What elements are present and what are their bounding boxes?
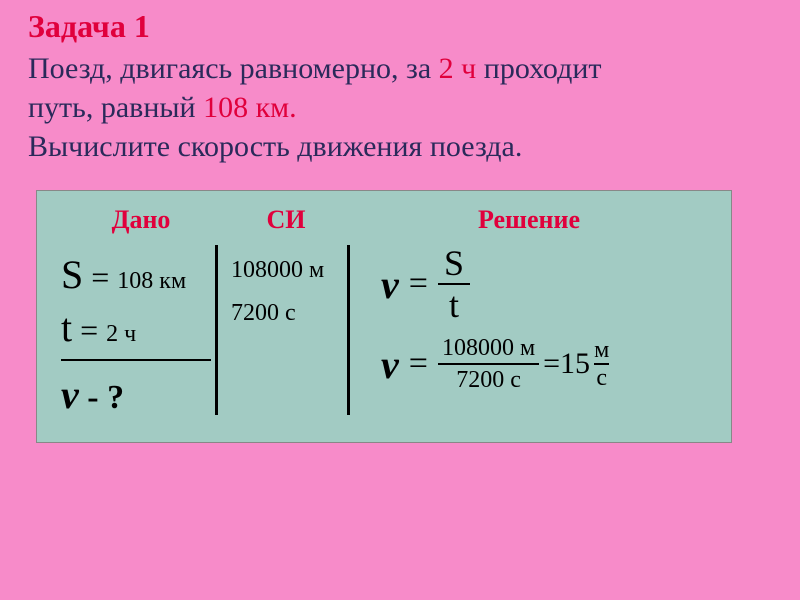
s-equals: = [83,259,117,295]
time-value: 2 ч [439,52,477,85]
unit-fraction: м с [594,338,609,390]
given-column: S = 108 км t = 2 ч v - ? [61,245,221,418]
si-s-value: 108000 м [231,257,351,284]
horizontal-rule [61,359,211,361]
frac-bot-t: t [443,285,465,323]
header-row: Дано СИ Решение [61,205,707,235]
given-question-line: v - ? [61,371,221,418]
given-header: Дано [61,205,221,235]
slide-container: Задача 1 Поезд, двигаясь равномерно, за … [0,0,800,463]
problem-line2-pre: путь, равный [28,91,203,124]
result-value: =15 [543,347,590,381]
question-mark: - ? [79,379,124,416]
v-variable: v [61,372,79,417]
t-equals: = [72,312,106,348]
problem-line3: Вычислите скорость движения поезда. [28,130,522,163]
v-formula-var: v [381,261,399,308]
s-variable: S [61,252,83,297]
content-row: S = 108 км t = 2 ч v - ? 108000 м 7200 с… [61,245,707,418]
formula-row-2: v = 108000 м 7200 с =15 м с [381,335,707,394]
given-s-line: S = 108 км [61,251,221,298]
fraction-formula: S t [438,245,470,323]
s-value: 108 км [117,268,186,294]
si-header: СИ [221,205,351,235]
v-calc-var: v [381,341,399,388]
solution-header: Решение [351,205,707,235]
problem-line1-pre: Поезд, двигаясь равномерно, за [28,52,439,85]
formula-row-1: v = S t [381,245,707,323]
si-t-value: 7200 с [231,300,351,327]
equals-1: = [409,265,428,303]
solution-box: Дано СИ Решение S = 108 км t = 2 ч v - ? [36,190,732,443]
frac-top-s: S [438,245,470,283]
t-variable: t [61,305,72,350]
distance-value: 108 км. [203,91,297,124]
equals-2: = [409,345,428,383]
unit-s: с [596,365,607,390]
unit-m: м [594,338,609,363]
solution-column: v = S t v = 108000 м 7200 с [351,245,707,418]
t-value: 2 ч [106,321,136,347]
frac-bot-num: 7200 с [452,365,525,393]
fraction-calc: 108000 м 7200 с [438,335,539,394]
si-column: 108000 м 7200 с [221,245,351,418]
frac-top-num: 108000 м [438,335,539,363]
problem-title: Задача 1 [28,8,772,45]
given-t-line: t = 2 ч [61,304,221,351]
problem-line1-post: проходит [476,52,601,85]
problem-statement: Поезд, двигаясь равномерно, за 2 ч прохо… [28,49,772,166]
